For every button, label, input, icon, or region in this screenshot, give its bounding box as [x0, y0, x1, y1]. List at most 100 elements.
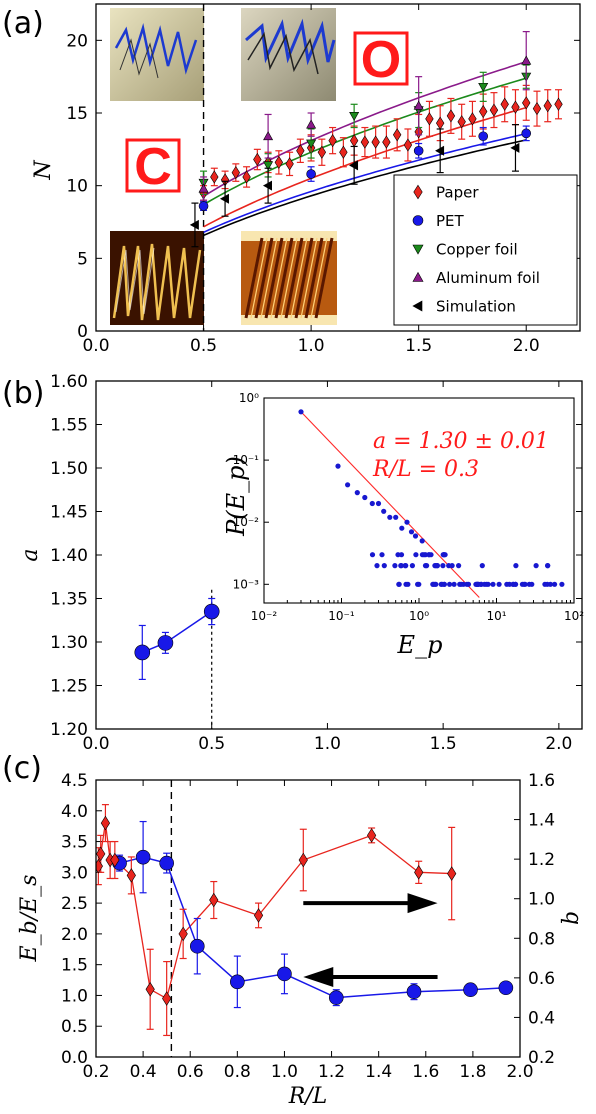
a-ytick-label-2: 10 [66, 177, 88, 197]
c-blue-point-7 [406, 984, 422, 1000]
inset-point-58 [451, 581, 457, 587]
b-point-1 [157, 635, 174, 651]
panel-b-label: (b) [2, 376, 44, 411]
legend-label-1: PET [436, 212, 465, 230]
c-y2tick-label-5: 1.2 [528, 850, 555, 870]
b-xtick-label-0: 0.0 [82, 734, 109, 754]
inset-point-99 [475, 581, 481, 587]
a-point-1-3 [478, 131, 489, 142]
a-point-1-0 [198, 201, 209, 211]
panel-b-plot-area [134, 589, 220, 729]
a-point-0-1 [210, 170, 219, 184]
a-xtick-label-0: 0.0 [82, 336, 109, 356]
c-blue-line [119, 856, 506, 999]
a-point-0-11 [317, 145, 327, 159]
b-ytick-label-3: 1.35 [50, 590, 88, 610]
inset-point-93 [485, 581, 491, 587]
inset-point-13 [412, 533, 419, 539]
a-point-0-30 [522, 96, 531, 110]
a-point-0-25 [468, 112, 477, 126]
c-red-point-6 [145, 981, 155, 997]
b-series-line [141, 610, 213, 654]
photo-heatmap-open [110, 231, 204, 325]
inset-point-71 [544, 581, 550, 587]
b-ytick-label-5: 1.45 [50, 503, 88, 523]
c-ytick-label-5: 2.5 [61, 894, 88, 914]
c-ytick-label-7: 3.5 [61, 833, 88, 853]
a-fit-curve-4 [203, 139, 527, 237]
c-ytick-label-2: 1.0 [61, 986, 88, 1006]
inset-point-16 [392, 563, 398, 569]
c-ytick-label-1: 0.5 [61, 1017, 88, 1037]
a-point-3-1 [263, 131, 274, 141]
c-xtick-label-8: 1.8 [459, 1062, 486, 1082]
c-y2tick-label-6: 1.4 [528, 811, 555, 831]
c-xtick-label-9: 2.0 [506, 1062, 533, 1082]
a-point-1-2 [413, 145, 424, 156]
panel-a-ylabel: N [31, 160, 56, 181]
c-xtick-label-6: 1.4 [365, 1062, 392, 1082]
legend-label-4: Simulation [436, 298, 516, 316]
a-xtick-label-4: 2.0 [513, 336, 540, 356]
panel-a-frame [95, 3, 581, 332]
legend-marker-0 [413, 184, 423, 200]
panel-b: 0.0 0.5 1.0 1.5 2.0 1.20 1.25 1.30 1.35 1.40 1.45 1… [18, 372, 584, 754]
a-point-0-13 [339, 145, 348, 159]
c-xtick-label-3: 0.8 [224, 1062, 251, 1082]
c-blue-point-2 [159, 855, 174, 871]
a-point-0-26 [479, 104, 488, 119]
panel-a: O C 0.0 0.5 1.0 1.5 2.0 0 5 10 15 20 N Paper PET Co… [31, 3, 581, 356]
inset-xtick-label-1: 10⁻¹ [328, 609, 355, 623]
c-blue-point-5 [277, 966, 292, 982]
inset-point-24 [422, 563, 429, 569]
c-y2tick-label-2: 0.6 [528, 969, 555, 989]
a-point-0-27 [489, 103, 499, 117]
inset-point-40 [398, 563, 404, 569]
a-point-2-5 [478, 82, 489, 92]
c-ytick-label-3: 1.5 [61, 956, 88, 976]
inset-point-39 [440, 563, 446, 569]
inset-point-51 [552, 581, 558, 587]
c-red-point-2 [100, 815, 111, 831]
c-ytick-label-6: 3.0 [61, 863, 88, 883]
panel-b-frame [95, 380, 583, 730]
a-point-0-28 [500, 97, 509, 111]
a-ytick-label-1: 5 [77, 249, 88, 269]
inset-point-41 [421, 552, 427, 558]
a-point-0-12 [328, 133, 337, 148]
c-xtick-label-5: 1.2 [318, 1062, 345, 1082]
inset-annotation-a: a = 1.30 ± 0.01 [373, 429, 549, 454]
inset-point-2 [345, 482, 351, 488]
a-point-4-3 [349, 160, 359, 171]
a-point-4-5 [510, 142, 520, 153]
c-red-point-4 [110, 852, 120, 868]
inset-point-64 [545, 563, 551, 569]
a-point-0-18 [392, 128, 402, 142]
c-xtick-label-2: 0.6 [177, 1062, 204, 1082]
a-point-2-3 [349, 112, 360, 122]
c-red-point-0 [96, 858, 103, 874]
panel-a-label: (a) [2, 6, 44, 41]
c-blue-point-6 [328, 990, 344, 1005]
a-point-0-5 [253, 152, 262, 167]
inset-xtick-label-0: 10⁻² [251, 609, 278, 623]
c-red-line [97, 822, 452, 1000]
b-xtick-label-4: 2.0 [545, 734, 572, 754]
a-point-0-19 [403, 138, 413, 152]
a-point-0-32 [543, 99, 552, 113]
a-point-0-23 [446, 109, 456, 123]
a-point-0-9 [296, 144, 305, 158]
c-blue-point-8 [463, 982, 478, 998]
panel-c: 0.2 0.4 0.6 0.8 1.0 1.2 1.4 1.6 1.8 2.0 0.0 0.5 1.0 1… [17, 771, 584, 1109]
inset-ytick-label-2: 10⁻¹ [233, 453, 260, 467]
inset-point-11 [404, 519, 410, 525]
c-ytick-label-4: 2.0 [61, 925, 88, 945]
inset-point-87 [405, 581, 411, 587]
c-red-point-11 [298, 852, 308, 868]
inset-point-75 [513, 563, 519, 569]
a-point-3-3 [413, 100, 424, 110]
a-point-2-2 [306, 139, 317, 149]
letter-c-box: C [125, 138, 181, 196]
inset-point-50 [496, 581, 502, 587]
inset-point-26 [379, 552, 385, 558]
